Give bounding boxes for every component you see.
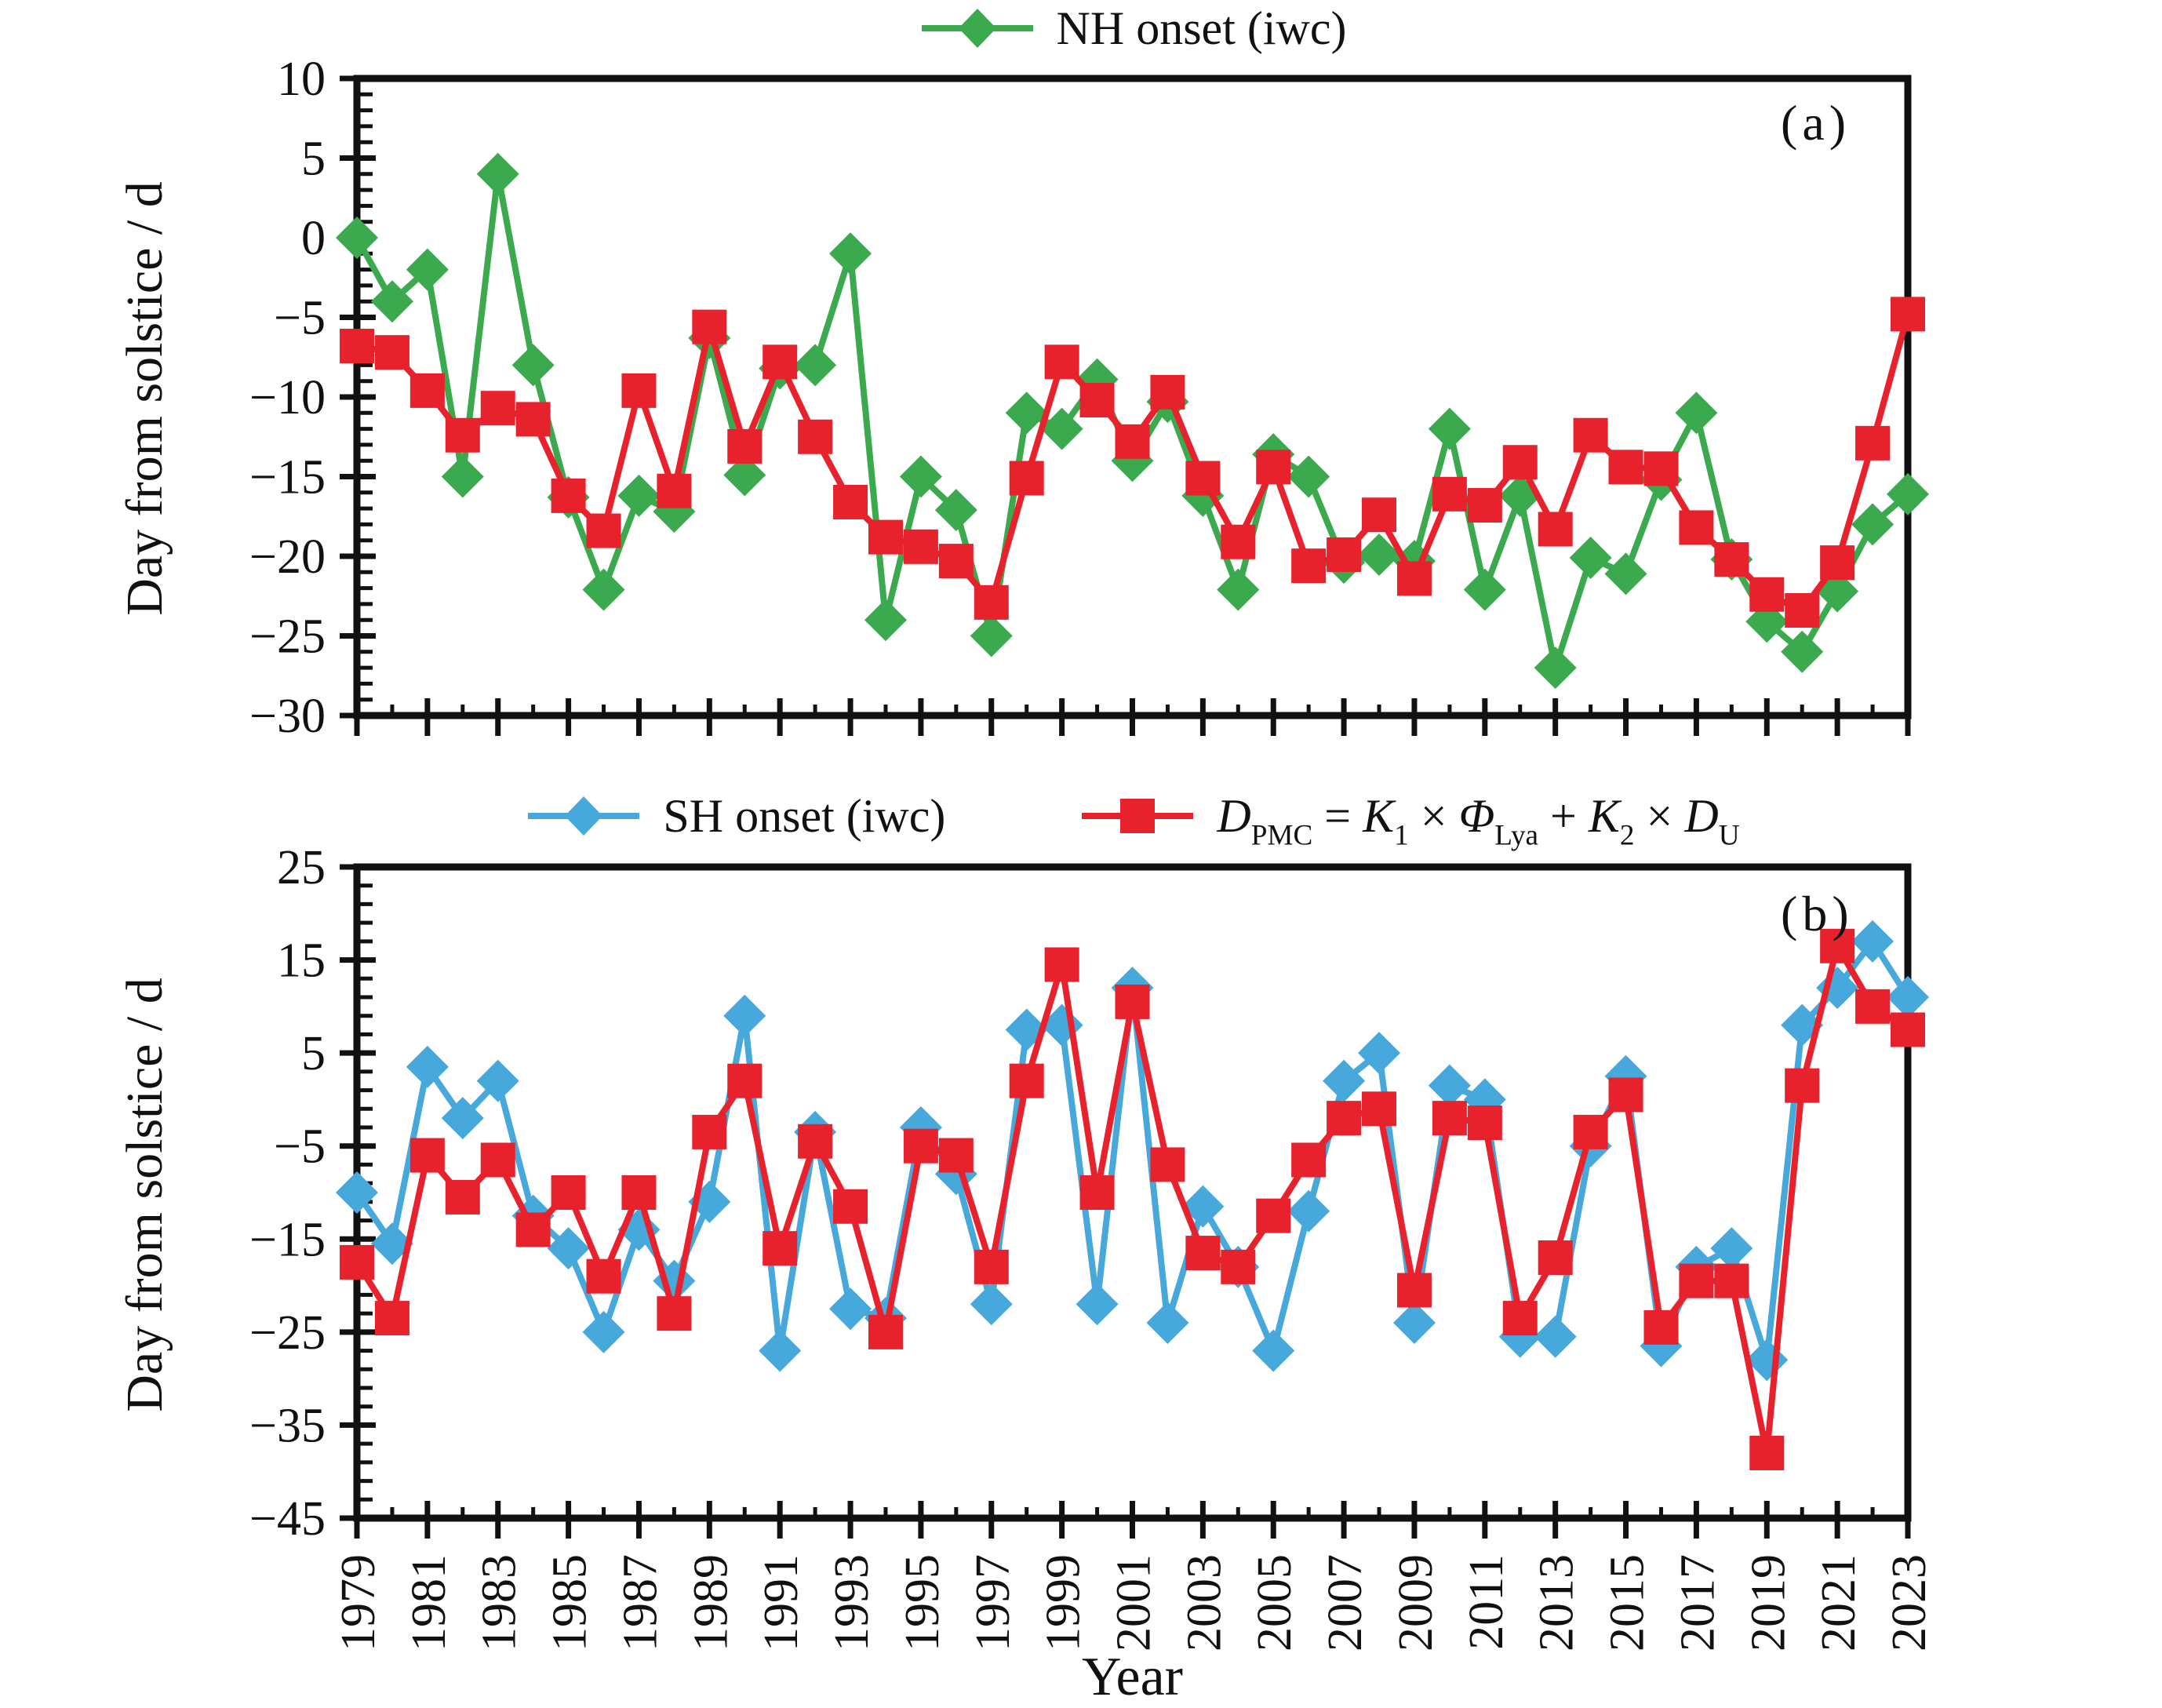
legend-entry-sh-onset: SH onset (iwc): [525, 789, 945, 843]
panel-a-legend: NH onset (iwc): [357, 0, 1908, 56]
svg-text:10: 10: [277, 53, 326, 106]
svg-text:2011: 2011: [1460, 1554, 1513, 1650]
dpmc-square-icon: [1079, 792, 1196, 839]
panel-b-ylabel: Day from solstice / d: [116, 978, 173, 1412]
panel-b-legend: SH onset (iwc) DPMC = K1 × ΦLya + K2 × D…: [357, 785, 1908, 852]
svg-text:5: 5: [301, 1027, 326, 1080]
svg-text:2013: 2013: [1531, 1554, 1584, 1652]
svg-text:1997: 1997: [966, 1554, 1020, 1652]
legend-label-sh-onset: SH onset (iwc): [663, 789, 946, 842]
svg-text:2005: 2005: [1248, 1554, 1301, 1652]
legend-label-nh-onset: NH onset (iwc): [1056, 2, 1347, 54]
svg-text:2015: 2015: [1601, 1554, 1654, 1652]
svg-text:2009: 2009: [1389, 1554, 1443, 1652]
svg-text:1987: 1987: [613, 1554, 667, 1652]
svg-text:15: 15: [277, 934, 326, 988]
svg-text:0: 0: [301, 212, 326, 265]
svg-text:−10: −10: [249, 371, 326, 424]
svg-text:2017: 2017: [1671, 1554, 1724, 1652]
svg-text:−45: −45: [249, 1492, 326, 1546]
svg-text:2001: 2001: [1108, 1554, 1161, 1652]
svg-text:1985: 1985: [544, 1554, 597, 1652]
svg-text:1999: 1999: [1037, 1554, 1090, 1652]
panel-a-tag: (a): [1781, 95, 1851, 151]
svg-text:−5: −5: [274, 1120, 326, 1174]
legend-label-dpmc-formula: DPMC = K1 × ΦLya + K2 × DU: [1217, 789, 1740, 852]
sh-onset-diamond-icon: [525, 792, 642, 839]
svg-text:−30: −30: [249, 690, 326, 743]
svg-text:1981: 1981: [402, 1554, 456, 1652]
svg-text:25: 25: [277, 841, 326, 894]
svg-text:−15: −15: [249, 1213, 326, 1266]
svg-text:2003: 2003: [1177, 1554, 1231, 1652]
svg-text:1993: 1993: [825, 1554, 879, 1652]
svg-text:−20: −20: [249, 530, 326, 584]
svg-text:1983: 1983: [473, 1554, 526, 1652]
x-axis-title: Year: [1082, 1647, 1183, 1707]
svg-text:−35: −35: [249, 1399, 326, 1452]
svg-text:1989: 1989: [684, 1554, 737, 1652]
svg-text:2007: 2007: [1319, 1554, 1372, 1652]
svg-text:2019: 2019: [1742, 1554, 1795, 1652]
svg-text:−5: −5: [274, 292, 326, 345]
svg-text:1991: 1991: [755, 1554, 808, 1652]
svg-text:5: 5: [301, 133, 326, 186]
legend-entry-dpmc: DPMC = K1 × ΦLya + K2 × DU: [1079, 789, 1740, 852]
svg-text:1995: 1995: [896, 1554, 949, 1652]
svg-text:−25: −25: [249, 610, 326, 664]
svg-text:1979: 1979: [332, 1554, 385, 1652]
nh-onset-diamond-icon: [919, 5, 1036, 52]
svg-text:−25: −25: [249, 1306, 326, 1360]
legend-entry-nh-onset: NH onset (iwc): [919, 2, 1347, 56]
svg-text:−15: −15: [249, 451, 326, 504]
panel-b-tag: (b): [1781, 886, 1854, 941]
svg-text:2023: 2023: [1883, 1554, 1936, 1652]
panel-a-ylabel: Day from solstice / d: [116, 181, 173, 616]
svg-text:2021: 2021: [1812, 1554, 1865, 1652]
